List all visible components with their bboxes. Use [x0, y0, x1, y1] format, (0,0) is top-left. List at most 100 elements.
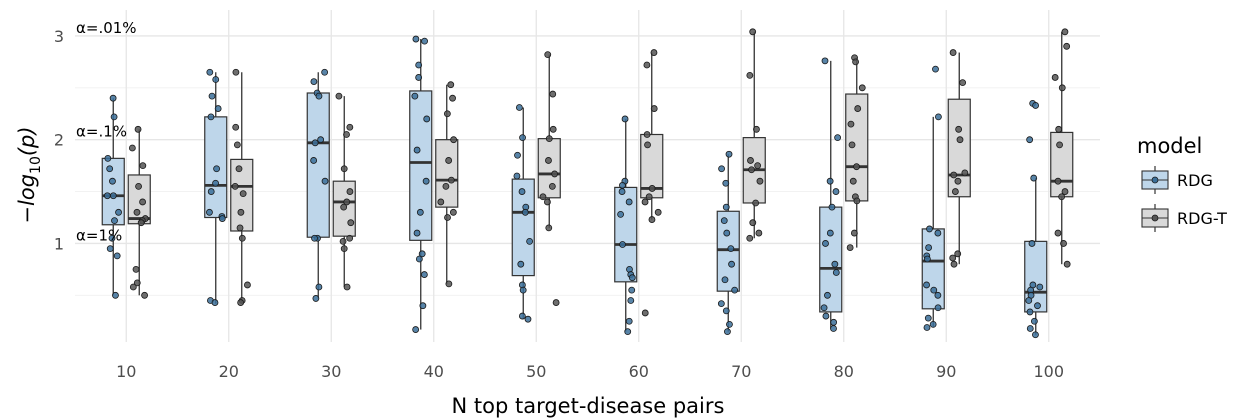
- data-point-rdg: [312, 295, 320, 302]
- data-point-rdg: [218, 215, 226, 222]
- data-point-rdg: [826, 177, 834, 185]
- data-point-rdg-t: [754, 162, 762, 170]
- alpha-annotations: α=.01% α=.1% α=1%: [76, 19, 137, 245]
- data-point-rdg-t: [134, 125, 142, 133]
- box-rdg: [409, 90, 433, 241]
- box-rdg-t: [1050, 131, 1074, 198]
- data-point-rdg: [524, 315, 532, 323]
- y-tick-label: 3: [54, 27, 64, 46]
- data-point-rdg-t: [129, 283, 137, 291]
- data-point-rdg: [930, 286, 938, 294]
- data-point-rdg: [628, 274, 636, 282]
- data-point-rdg: [724, 328, 731, 336]
- data-point-rdg: [206, 208, 213, 216]
- data-point-rdg-t: [643, 131, 651, 138]
- data-point-rdg-t: [753, 125, 760, 133]
- x-tick-label: 40: [424, 362, 444, 381]
- data-point-rdg: [413, 229, 421, 237]
- data-point-rdg: [621, 115, 629, 123]
- data-point-rdg: [935, 113, 942, 121]
- data-point-rdg: [625, 198, 633, 206]
- data-point-rdg-t: [340, 165, 348, 173]
- data-point-rdg-t: [232, 68, 240, 76]
- data-point-rdg-t: [445, 157, 453, 164]
- data-point-rdg: [822, 240, 829, 247]
- data-point-rdg-t: [339, 237, 347, 245]
- data-point-rdg-t: [347, 219, 355, 227]
- data-point-rdg: [830, 318, 838, 326]
- data-point-rdg-t: [954, 250, 962, 258]
- data-point-rdg: [412, 326, 420, 333]
- data-point-rdg-t: [128, 144, 136, 152]
- y-tick-label: 1: [54, 234, 64, 253]
- box-rdg-t: [435, 139, 459, 208]
- data-point-rdg: [211, 299, 219, 306]
- data-point-rdg: [212, 76, 220, 83]
- data-point-rdg: [423, 115, 431, 123]
- data-point-rdg: [1030, 174, 1038, 182]
- alpha-annotation: α=.01%: [76, 19, 137, 37]
- data-point-rdg-t: [951, 188, 959, 195]
- data-point-rdg: [526, 237, 534, 245]
- box-rdg: [819, 206, 843, 313]
- x-axis-title: N top target-disease pairs: [452, 394, 725, 418]
- data-point-rdg: [826, 229, 834, 237]
- data-point-rdg: [923, 281, 930, 289]
- data-point-rdg: [834, 134, 842, 142]
- data-point-rdg-t: [961, 169, 969, 177]
- data-point-rdg-t: [545, 224, 553, 232]
- data-point-rdg-t: [133, 279, 141, 287]
- data-point-rdg-t: [139, 162, 147, 170]
- data-point-rdg: [418, 250, 426, 258]
- data-point-rdg-t: [1063, 42, 1071, 50]
- x-tick-label: 10: [116, 362, 136, 381]
- data-point-rdg: [315, 92, 323, 100]
- data-point-rdg-t: [444, 214, 451, 221]
- data-point-rdg-t: [450, 136, 458, 144]
- y-tick-labels: 1 2 3: [54, 27, 64, 254]
- data-point-rdg-t: [950, 171, 958, 179]
- data-point-rdg: [625, 317, 633, 325]
- data-point-rdg-t: [848, 141, 856, 149]
- data-point-rdg-t: [752, 199, 760, 207]
- data-point-rdg-t: [238, 234, 246, 242]
- data-point-rdg-t: [1051, 74, 1059, 81]
- legend-title: model: [1137, 134, 1202, 158]
- data-point-rdg-t: [1055, 125, 1063, 133]
- data-point-rdg: [824, 291, 831, 299]
- data-point-rdg: [717, 300, 725, 308]
- data-point-rdg: [923, 255, 931, 263]
- data-point-rdg-t: [449, 94, 456, 102]
- data-point-rdg: [926, 225, 933, 233]
- data-point-rdg: [619, 181, 626, 189]
- data-point-rdg-t: [853, 163, 860, 171]
- data-point-rdg-t: [231, 182, 239, 190]
- data-point-rdg-t: [447, 176, 455, 184]
- data-point-rdg: [934, 304, 942, 312]
- data-point-rdg: [832, 188, 840, 195]
- data-point-rdg: [929, 320, 937, 328]
- data-point-rdg: [513, 172, 521, 180]
- data-point-rdg-t: [852, 58, 859, 66]
- legend-point: [1151, 176, 1159, 184]
- data-point-rdg-t: [132, 265, 140, 273]
- data-point-rdg-t: [854, 105, 862, 112]
- data-point-rdg: [108, 234, 116, 242]
- data-point-rdg: [1030, 317, 1038, 325]
- data-point-rdg: [822, 312, 830, 320]
- data-point-rdg: [109, 177, 116, 185]
- box-rdg: [716, 210, 740, 292]
- data-point-rdg-t: [949, 49, 957, 56]
- legend-label-rdg-t: RDG-T: [1177, 209, 1227, 228]
- data-point-rdg-t: [956, 136, 964, 144]
- data-point-rdg-t: [850, 229, 858, 237]
- data-point-rdg: [519, 134, 526, 142]
- data-point-rdg: [111, 217, 118, 225]
- data-point-rdg-t: [954, 177, 962, 185]
- data-point-rdg: [415, 74, 423, 81]
- data-point-rdg: [726, 320, 733, 328]
- data-point-rdg: [619, 241, 626, 248]
- data-point-rdg-t: [643, 61, 651, 69]
- data-point-rdg-t: [1061, 28, 1069, 36]
- data-point-rdg-t: [1060, 240, 1067, 247]
